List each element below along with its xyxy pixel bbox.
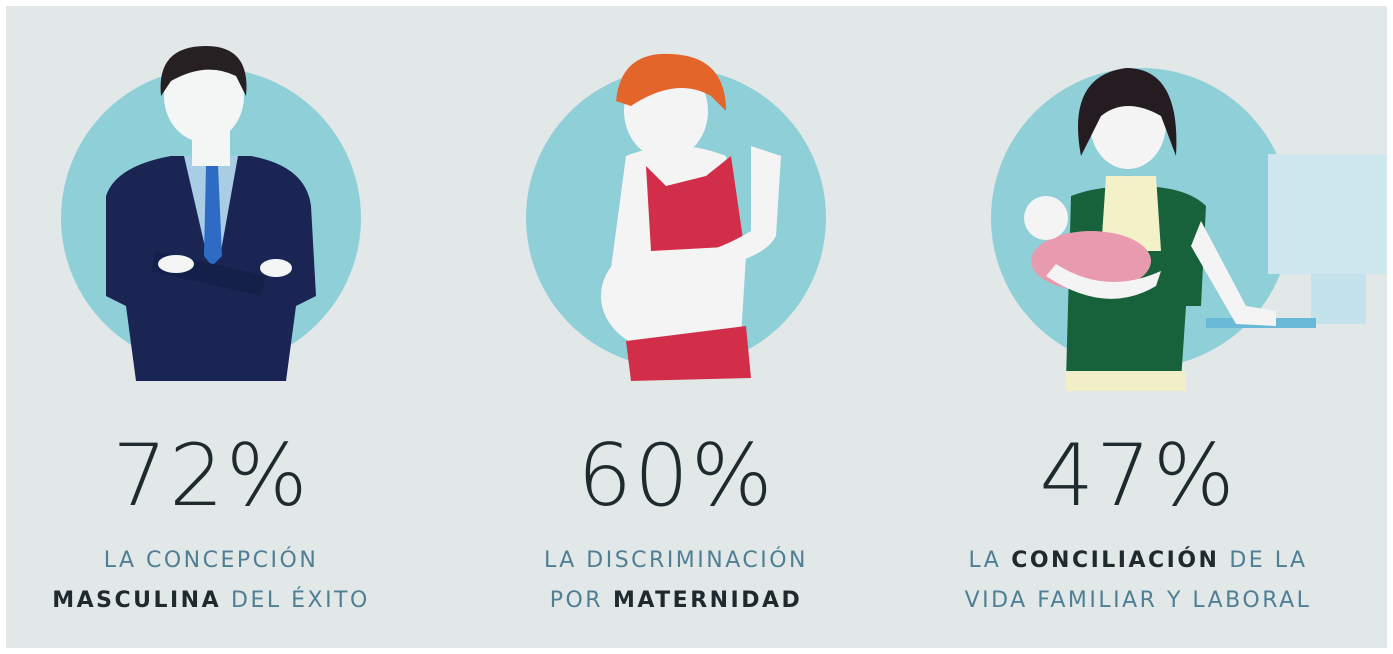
caption-text: POR xyxy=(550,588,603,613)
stat-caption: LA CONCEPCIÓN MASCULINA DEL ÉXITO xyxy=(6,541,431,621)
caption-line: LA CONCEPCIÓN xyxy=(6,541,431,581)
stat-caption: LA DISCRIMINACIÓN POR MATERNIDAD xyxy=(456,541,896,621)
stat-column: 47% LA CONCILIACIÓN DE LA VIDA FAMILIAR Y L… xyxy=(918,421,1358,621)
caption-line: LA CONCILIACIÓN DE LA xyxy=(918,541,1358,581)
stat-value: 47% xyxy=(918,421,1358,531)
caption-line: VIDA FAMILIAR Y LABORAL xyxy=(918,581,1358,621)
stat-value: 60% xyxy=(456,421,896,531)
caption-text: LA DISCRIMINACIÓN xyxy=(544,548,808,573)
caption-line: POR MATERNIDAD xyxy=(456,581,896,621)
caption-line: MASCULINA DEL ÉXITO xyxy=(6,581,431,621)
caption-text: LA CONCEPCIÓN xyxy=(104,548,319,573)
page: 72% LA CONCEPCIÓN MASCULINA DEL ÉXITO 60% … xyxy=(0,0,1393,654)
infographic: 72% LA CONCEPCIÓN MASCULINA DEL ÉXITO 60% … xyxy=(6,6,1387,648)
stat-value: 72% xyxy=(6,421,431,531)
caption-text: VIDA FAMILIAR Y LABORAL xyxy=(965,588,1312,613)
illustrations xyxy=(6,6,1387,416)
stat-caption: LA CONCILIACIÓN DE LA VIDA FAMILIAR Y LABOR… xyxy=(918,541,1358,621)
stat-column: 60% LA DISCRIMINACIÓN POR MATERNIDAD xyxy=(456,421,896,621)
caption-text: DE LA xyxy=(1229,548,1307,573)
caption-line: LA DISCRIMINACIÓN xyxy=(456,541,896,581)
caption-text: LA xyxy=(968,548,1001,573)
caption-bold: MATERNIDAD xyxy=(613,588,802,613)
caption-bold: CONCILIACIÓN xyxy=(1011,548,1219,573)
stat-column: 72% LA CONCEPCIÓN MASCULINA DEL ÉXITO xyxy=(6,421,431,621)
caption-text: DEL ÉXITO xyxy=(231,588,370,613)
caption-bold: MASCULINA xyxy=(52,588,221,613)
